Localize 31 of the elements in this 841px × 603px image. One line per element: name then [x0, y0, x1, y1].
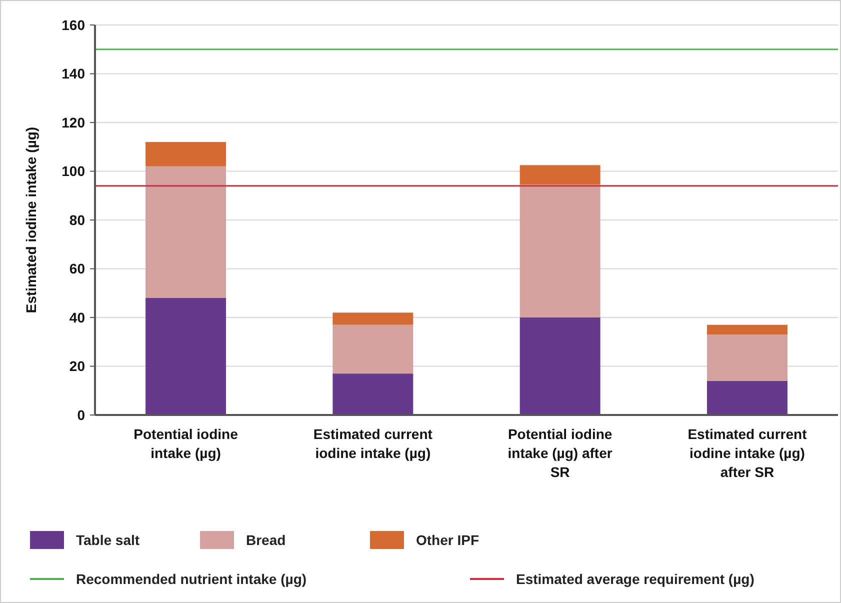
legend-label: Estimated average requirement (µg): [516, 571, 754, 587]
bar: [706, 380, 788, 415]
y-axis-title: Estimated iodine intake (µg): [23, 126, 39, 314]
bar: [520, 318, 600, 415]
y-tick-label: 100: [62, 163, 86, 180]
bar: [146, 166, 226, 298]
bar: [706, 324, 788, 335]
y-tick-label: 80: [69, 212, 86, 228]
bar: [520, 165, 600, 185]
x-tick-label: Estimated current iodine intake (µg): [313, 426, 433, 461]
legend-label: Recommended nutrient intake (µg): [76, 571, 307, 587]
y-tick-label: 140: [62, 66, 86, 82]
y-tick-label: 40: [69, 309, 86, 326]
bar: [706, 334, 788, 381]
bar: [520, 184, 600, 318]
y-tick-label: 160: [62, 16, 86, 33]
legend-label: Table salt: [76, 532, 140, 548]
legend-label: Other IPF: [416, 532, 480, 548]
bar: [332, 312, 414, 325]
y-tick-label: 60: [69, 260, 86, 277]
bar: [146, 298, 226, 415]
y-tick-label: 0: [77, 406, 86, 423]
y-tick-label: 20: [69, 358, 86, 374]
bar: [332, 324, 414, 374]
legend-label: Bread: [246, 532, 286, 548]
bar: [332, 374, 414, 415]
x-tick-label: Estimated current iodine intake (µg) after SR: [688, 426, 808, 480]
bar: [146, 142, 226, 166]
x-tick-label: Potential iodine intake (µg) after SR: [508, 426, 613, 480]
y-tick-label: 120: [62, 114, 86, 130]
x-tick-label: Potential iodine intake (µg): [134, 426, 238, 461]
